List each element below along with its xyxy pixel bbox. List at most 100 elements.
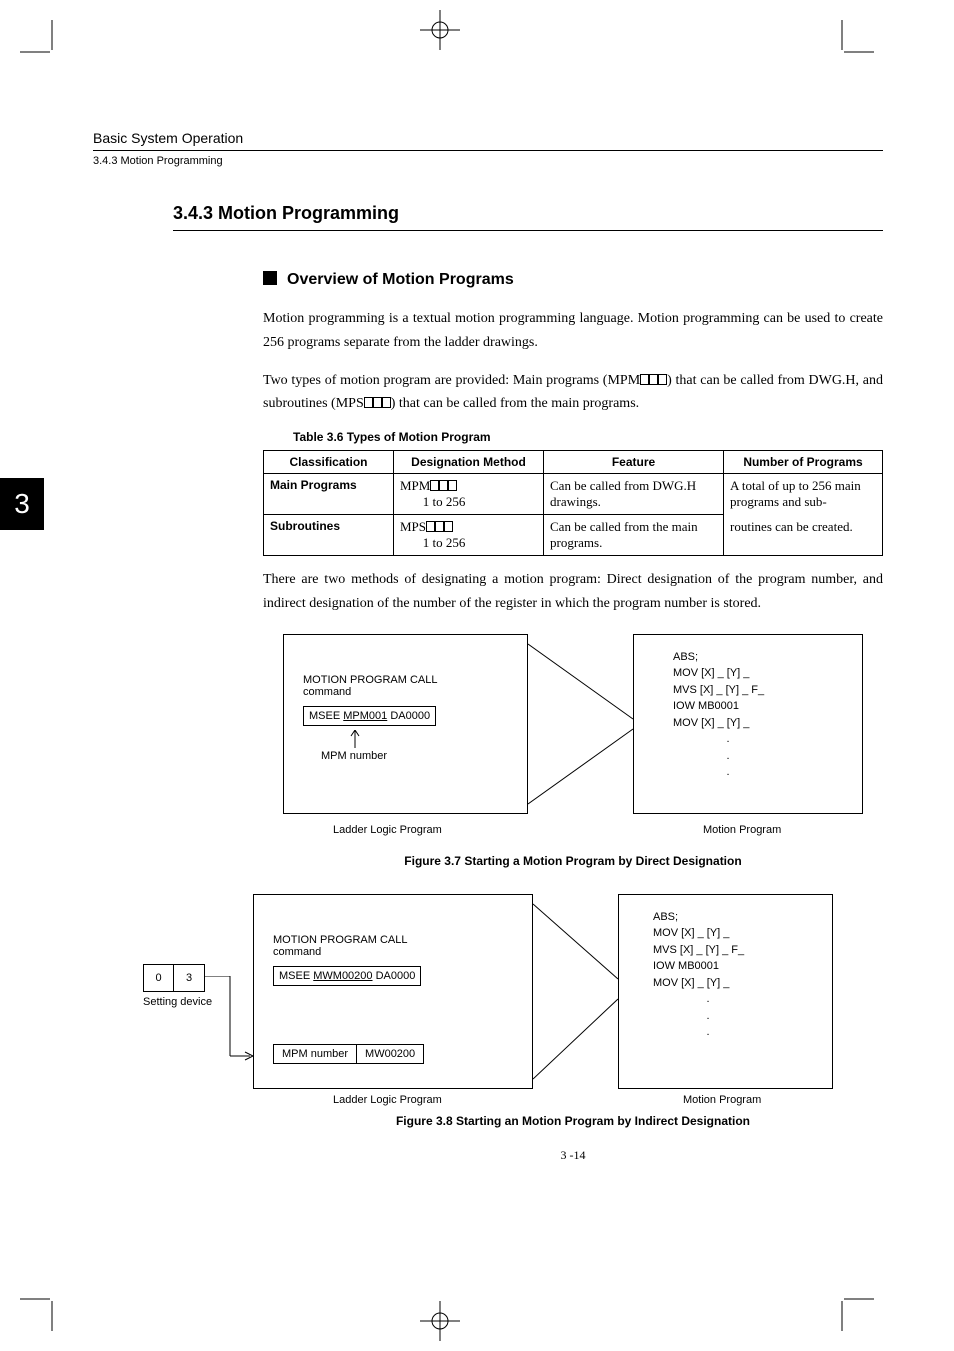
connector-lines xyxy=(533,894,623,1089)
table-header-row: Classification Designation Method Featur… xyxy=(264,451,883,474)
code-line: ABS; xyxy=(673,649,783,666)
motion-caption: Motion Program xyxy=(703,824,781,836)
setting-b: 3 xyxy=(174,965,204,991)
method-range: 1 to 256 xyxy=(423,494,466,509)
box-icon xyxy=(430,480,439,491)
crop-mark-br xyxy=(824,1281,874,1331)
types-table: Classification Designation Method Featur… xyxy=(263,450,883,556)
registration-mark-bottom xyxy=(420,1301,460,1341)
code-line: MVS [X] _ [Y] _ F_ xyxy=(673,682,783,699)
table-row: Subroutines MPS 1 to 256 Can be called f… xyxy=(264,515,883,556)
arrow-up-icon xyxy=(350,730,360,748)
td-feature: Can be called from DWG.H drawings. xyxy=(544,474,724,515)
setting-device-label: Setting device xyxy=(143,996,212,1008)
box-icon xyxy=(439,480,448,491)
call-label: MOTION PROGRAM CALL command xyxy=(303,674,483,698)
para2-a: Two types of motion program are provided… xyxy=(263,373,640,388)
msee-mid: MWM00200 xyxy=(313,970,372,982)
page-content: Basic System Operation 3.4.3 Motion Prog… xyxy=(93,130,883,1163)
th-programs: Number of Programs xyxy=(724,451,883,474)
code-line: MOV [X] _ [Y] _ xyxy=(673,665,783,682)
mpm-mw-box: MPM number MW00200 xyxy=(273,1044,424,1064)
code-line: . xyxy=(673,731,783,748)
page-number: 3 -14 xyxy=(263,1148,883,1163)
box-icon xyxy=(640,374,649,385)
table-row: Main Programs MPM 1 to 256 Can be called… xyxy=(264,474,883,515)
box-icon xyxy=(382,397,391,408)
call-label: MOTION PROGRAM CALL command xyxy=(273,934,453,958)
chapter-tab: 3 xyxy=(0,478,44,530)
code-line: . xyxy=(653,1008,763,1025)
code-line: ABS; xyxy=(653,909,763,926)
box-icon xyxy=(658,374,667,385)
code-line: MVS [X] _ [Y] _ F_ xyxy=(653,942,763,959)
mpm-number-label: MPM number xyxy=(321,750,387,762)
code-line: . xyxy=(673,748,783,765)
th-classification: Classification xyxy=(264,451,394,474)
paragraph-3: There are two methods of designating a m… xyxy=(263,568,883,616)
setting-device-box: 0 3 xyxy=(143,964,205,992)
msee-mid: MPM001 xyxy=(343,710,387,722)
registration-mark-top xyxy=(420,10,460,50)
box-icon xyxy=(448,480,457,491)
subsection-title-text: Overview of Motion Programs xyxy=(287,271,514,288)
code-line: . xyxy=(653,991,763,1008)
box-icon xyxy=(435,521,444,532)
msee-box: MSEE MWM00200 DA0000 xyxy=(273,966,421,986)
box-icon xyxy=(444,521,453,532)
code-line: MOV [X] _ [Y] _ xyxy=(653,925,763,942)
msee-text: MSEE xyxy=(279,970,313,982)
motion-code: ABS; MOV [X] _ [Y] _ MVS [X] _ [Y] _ F_ … xyxy=(653,909,763,1041)
ladder-caption: Ladder Logic Program xyxy=(333,824,442,836)
figure-3-8-caption: Figure 3.8 Starting an Motion Program by… xyxy=(263,1114,883,1128)
figure-3-7-caption: Figure 3.7 Starting a Motion Program by … xyxy=(263,854,883,868)
td-classification: Main Programs xyxy=(264,474,394,515)
crop-mark-tl xyxy=(20,20,70,70)
td-classification: Subroutines xyxy=(264,515,394,556)
square-bullet-icon xyxy=(263,271,277,285)
td-method: MPM 1 to 256 xyxy=(394,474,544,515)
motion-caption: Motion Program xyxy=(683,1094,761,1106)
motion-code: ABS; MOV [X] _ [Y] _ MVS [X] _ [Y] _ F_ … xyxy=(673,649,783,781)
box-icon xyxy=(649,374,658,385)
setting-connector xyxy=(205,976,255,1071)
figure-3-8: 0 3 Setting device MOTION PROGRAM CALL c… xyxy=(143,894,843,1104)
table-caption: Table 3.6 Types of Motion Program xyxy=(293,430,883,444)
method-prefix: MPM xyxy=(400,478,430,493)
setting-a: 0 xyxy=(144,965,174,991)
method-range: 1 to 256 xyxy=(423,535,466,550)
para2-c: ) that can be called from the main progr… xyxy=(391,396,639,411)
ladder-caption: Ladder Logic Program xyxy=(333,1094,442,1106)
code-line: MOV [X] _ [Y] _ xyxy=(653,975,763,992)
running-head: Basic System Operation xyxy=(93,130,883,151)
section-title: 3.4.3 Motion Programming xyxy=(173,203,883,231)
method-prefix: MPS xyxy=(400,519,426,534)
box-icon xyxy=(426,521,435,532)
paragraph-1: Motion programming is a textual motion p… xyxy=(263,307,883,355)
connector-lines xyxy=(528,634,638,814)
code-line: IOW MB0001 xyxy=(673,698,783,715)
msee-box: MSEE MPM001 DA0000 xyxy=(303,706,436,726)
crop-mark-bl xyxy=(20,1281,70,1331)
code-line: . xyxy=(673,764,783,781)
figure-3-7: MOTION PROGRAM CALL command MSEE MPM001 … xyxy=(273,634,893,844)
td-method: MPS 1 to 256 xyxy=(394,515,544,556)
box-icon xyxy=(373,397,382,408)
subsection-title: Overview of Motion Programs xyxy=(263,271,883,289)
mw-label: MW00200 xyxy=(357,1045,423,1063)
mpm-label: MPM number xyxy=(274,1045,357,1063)
td-programs: routines can be created. xyxy=(724,515,883,556)
paragraph-2: Two types of motion program are provided… xyxy=(263,369,883,417)
msee-text: MSEE xyxy=(309,710,343,722)
th-method: Designation Method xyxy=(394,451,544,474)
code-line: IOW MB0001 xyxy=(653,958,763,975)
td-feature: Can be called from the main programs. xyxy=(544,515,724,556)
code-line: . xyxy=(653,1024,763,1041)
crop-mark-tr xyxy=(824,20,874,70)
th-feature: Feature xyxy=(544,451,724,474)
box-icon xyxy=(364,397,373,408)
td-programs: A total of up to 256 main programs and s… xyxy=(724,474,883,515)
msee-end: DA0000 xyxy=(373,970,416,982)
running-subhead: 3.4.3 Motion Programming xyxy=(93,155,883,167)
code-line: MOV [X] _ [Y] _ xyxy=(673,715,783,732)
